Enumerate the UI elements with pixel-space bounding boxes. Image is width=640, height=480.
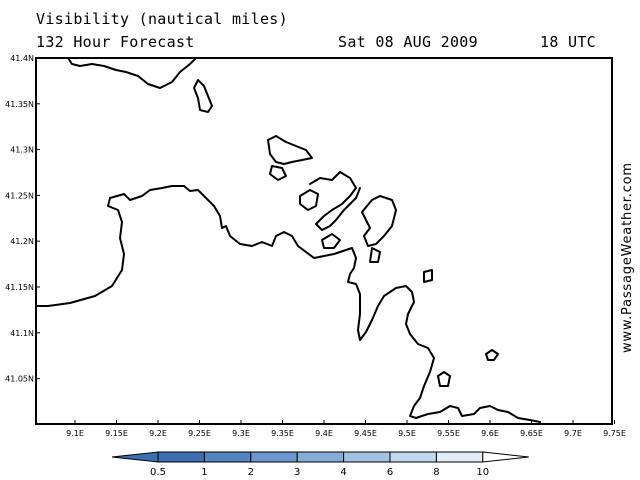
forecast-date: Sat 08 AUG 2009 — [338, 33, 478, 51]
lon-tick-label: 9.35E — [271, 429, 294, 438]
lon-tick-label: 9.2E — [149, 429, 167, 438]
visibility-colorbar: 0.5 1 2 3 4 6 8 10 — [111, 451, 529, 478]
forecast-hour: 132 Hour Forecast — [36, 33, 195, 51]
colorbar-segment — [203, 451, 252, 463]
lat-tick-label: 41.35N — [5, 100, 34, 109]
lon-tick-label: 9.45E — [354, 429, 377, 438]
colorbar-label: 4 — [340, 467, 346, 478]
lon-tick-label: 9.7E — [564, 429, 582, 438]
colorbar-high-arrow — [482, 451, 529, 463]
island-3 — [299, 189, 319, 211]
lat-tick-label: 41.15N — [5, 283, 34, 292]
lat-tick-label: 41.3N — [10, 146, 34, 155]
colorbar-label: 8 — [433, 467, 439, 478]
corsica-coast — [67, 57, 197, 89]
lon-tick-label: 9.15E — [105, 429, 128, 438]
colorbar-segment — [250, 451, 298, 463]
lon-tick-label: 9.25E — [188, 429, 211, 438]
coastline — [35, 57, 541, 423]
island-9 — [193, 79, 213, 113]
colorbar-segment — [157, 451, 205, 463]
colorbar-low-arrow — [111, 451, 159, 463]
island-1 — [267, 135, 313, 165]
colorbar-label: 10 — [476, 467, 489, 478]
sardinia-coast — [35, 185, 541, 423]
lon-tick-label: 9.1E — [66, 429, 84, 438]
island-8 — [423, 269, 433, 283]
lon-tick-label: 9.6E — [481, 429, 499, 438]
longitude-axis: 9.1E 9.15E 9.2E 9.25E 9.3E 9.35E 9.4E 9.45E 9.5E… — [66, 420, 626, 438]
lon-tick-label: 9.65E — [520, 429, 543, 438]
colorbar-segment — [435, 451, 484, 463]
lon-tick-label: 9.5E — [398, 429, 416, 438]
latitude-axis: 41.4N 41.35N 41.3N 41.25N 41.2N 41.15N 41.1N 41… — [5, 54, 40, 384]
lon-tick-label: 9.55E — [437, 429, 460, 438]
colorbar-label: 1 — [201, 467, 207, 478]
island-5 — [321, 233, 341, 249]
lon-tick-label: 9.3E — [232, 429, 250, 438]
island-2 — [269, 165, 287, 181]
colorbar-segment — [343, 451, 391, 463]
island-7 — [369, 247, 381, 263]
colorbar-label: 2 — [248, 467, 254, 478]
lat-tick-label: 41.4N — [10, 54, 34, 63]
lat-tick-label: 41.05N — [5, 375, 34, 384]
lat-tick-label: 41.1N — [10, 329, 34, 338]
lat-tick-label: 41.25N — [5, 191, 34, 200]
map-frame — [35, 57, 613, 425]
colorbar-label: 3 — [294, 467, 300, 478]
island-11 — [437, 371, 451, 387]
colorbar-label: 0.5 — [150, 467, 166, 478]
lat-tick-label: 41.2N — [10, 237, 34, 246]
island-4 — [309, 171, 361, 231]
lon-tick-label: 9.75E — [603, 429, 626, 438]
colorbar-label: 6 — [387, 467, 393, 478]
island-10 — [485, 349, 499, 361]
island-6 — [361, 195, 397, 247]
forecast-time: 18 UTC — [540, 33, 596, 51]
chart-title: Visibility (nautical miles) — [36, 10, 288, 28]
lon-tick-label: 9.4E — [315, 429, 333, 438]
colorbar-segment — [389, 451, 437, 463]
colorbar-segment — [296, 451, 345, 463]
